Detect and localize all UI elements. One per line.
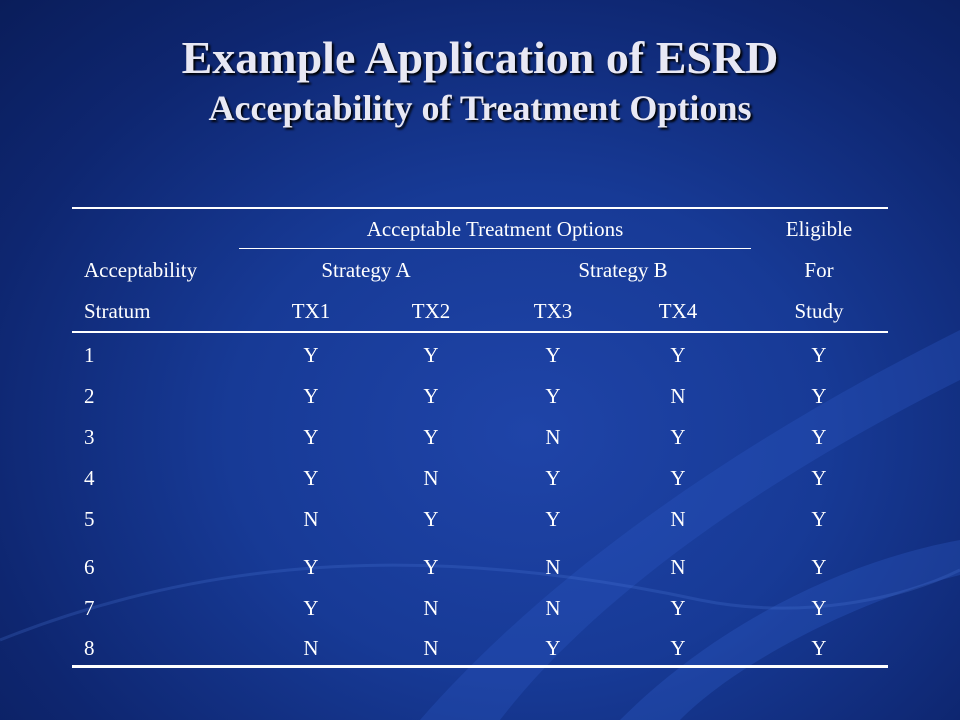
slide-subtitle: Acceptability of Treatment Options xyxy=(208,88,752,128)
tx4-cell: Y xyxy=(670,343,686,367)
stratum-cell: 3 xyxy=(84,425,95,449)
stratum-cell: 6 xyxy=(84,555,95,579)
tx4-cell: Y xyxy=(670,425,686,449)
tx4-cell: Y xyxy=(670,636,686,660)
tx1-cell: N xyxy=(303,507,319,531)
tx4-cell: N xyxy=(670,384,686,408)
tx1-cell: Y xyxy=(303,596,319,620)
stratum-cell: 4 xyxy=(84,466,95,490)
table-bottom-rule xyxy=(72,665,888,668)
eligible-cell: Y xyxy=(811,343,827,367)
stratum-cell: 7 xyxy=(84,596,95,620)
tx3-cell: N xyxy=(545,555,561,579)
strategy-b-header: Strategy B xyxy=(578,258,668,282)
header-bottom-rule xyxy=(72,331,888,333)
stratum-cell: 8 xyxy=(84,636,95,660)
tx1-cell: N xyxy=(303,636,319,660)
tx3-cell: Y xyxy=(545,507,561,531)
eligible-header-line3: Study xyxy=(794,299,844,323)
tx1-cell: Y xyxy=(303,384,319,408)
eligible-cell: Y xyxy=(811,425,827,449)
tx3-cell: N xyxy=(545,596,561,620)
tx3-header: TX3 xyxy=(533,299,573,323)
tx4-cell: Y xyxy=(670,596,686,620)
tx2-cell: Y xyxy=(423,425,439,449)
tx3-cell: Y xyxy=(545,343,561,367)
eligible-cell: Y xyxy=(811,507,827,531)
group-underline xyxy=(239,248,751,249)
tx4-cell: N xyxy=(670,555,686,579)
slide-title: Example Application of ESRD xyxy=(181,32,779,83)
tx1-cell: Y xyxy=(303,343,319,367)
eligible-header-line2: For xyxy=(804,258,834,282)
tx4-cell: N xyxy=(670,507,686,531)
tx1-cell: Y xyxy=(303,425,319,449)
tx3-cell: N xyxy=(545,425,561,449)
table-top-rule xyxy=(72,207,888,209)
stratum-cell: 1 xyxy=(84,343,95,367)
tx1-header: TX1 xyxy=(291,299,331,323)
strategy-a-header: Strategy A xyxy=(321,258,411,282)
tx2-cell: Y xyxy=(423,343,439,367)
tx3-cell: Y xyxy=(545,384,561,408)
tx4-header: TX4 xyxy=(658,299,698,323)
tx1-cell: Y xyxy=(303,466,319,490)
tx2-cell: Y xyxy=(423,507,439,531)
stratum-header-line2: Stratum xyxy=(84,299,151,323)
tx2-cell: Y xyxy=(423,555,439,579)
eligible-cell: Y xyxy=(811,384,827,408)
stratum-header-line1: Acceptability xyxy=(84,258,198,282)
eligible-cell: Y xyxy=(811,555,827,579)
eligible-cell: Y xyxy=(811,466,827,490)
group-header-label: Acceptable Treatment Options xyxy=(366,217,624,241)
tx2-cell: N xyxy=(423,596,439,620)
stratum-cell: 5 xyxy=(84,507,95,531)
tx2-header: TX2 xyxy=(411,299,451,323)
tx2-cell: N xyxy=(423,636,439,660)
slide-title-block: Example Application of ESRD Acceptabilit… xyxy=(0,30,960,130)
eligible-cell: Y xyxy=(811,596,827,620)
tx1-cell: Y xyxy=(303,555,319,579)
tx3-cell: Y xyxy=(545,636,561,660)
eligible-cell: Y xyxy=(811,636,827,660)
tx4-cell: Y xyxy=(670,466,686,490)
tx3-cell: Y xyxy=(545,466,561,490)
eligible-header-line1: Eligible xyxy=(785,217,853,241)
tx2-cell: N xyxy=(423,466,439,490)
stratum-cell: 2 xyxy=(84,384,95,408)
tx2-cell: Y xyxy=(423,384,439,408)
